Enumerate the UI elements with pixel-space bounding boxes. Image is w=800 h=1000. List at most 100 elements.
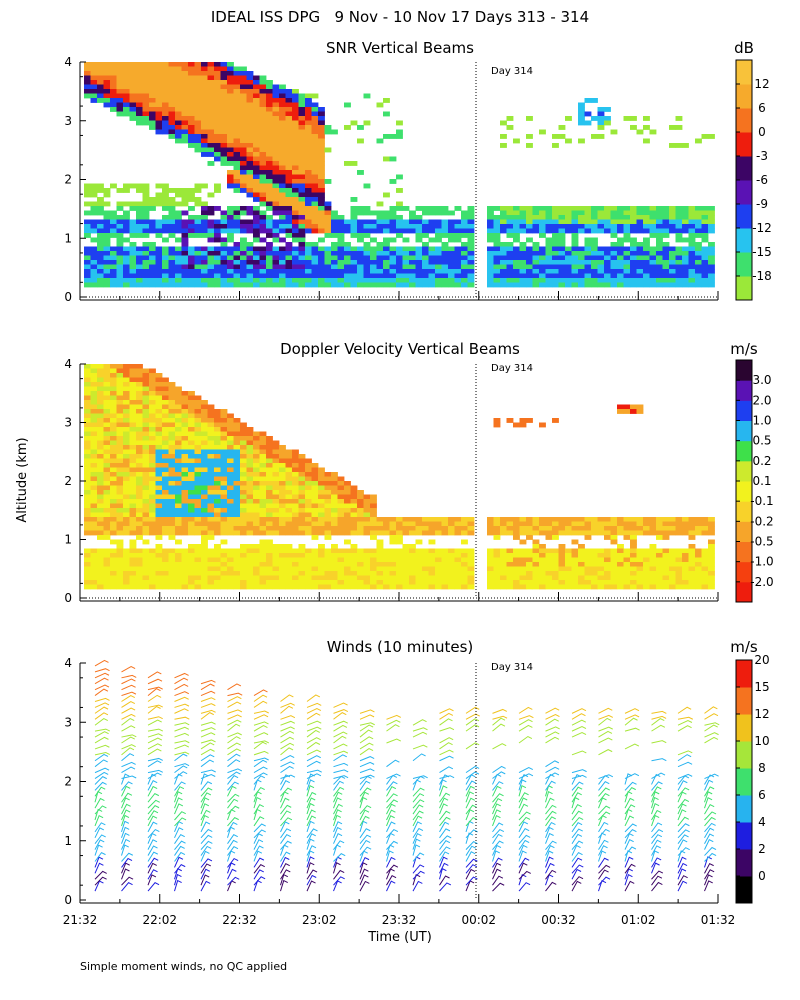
heatmap-cell [240,548,247,554]
heatmap-cell [337,273,345,279]
heatmap-cell [155,454,163,459]
heatmap-cell [253,210,260,216]
heatmap-cell [227,517,234,522]
heatmap-cell [240,129,247,135]
heatmap-cell [591,219,598,225]
heatmap-cell [181,71,189,76]
heatmap-cell [604,575,611,581]
heatmap-cell [311,183,319,189]
heatmap-cell [318,512,325,518]
heatmap-cell [220,129,228,135]
heatmap-cell [389,557,397,563]
heatmap-cell [500,526,507,531]
heatmap-cell [513,138,520,144]
heatmap-cell [311,125,319,130]
heatmap-cell [149,255,156,261]
heatmap-cell [110,215,117,220]
heatmap-cell [279,156,286,162]
heatmap-cell [227,485,234,491]
heatmap-cell [636,562,644,567]
heatmap-cell [396,521,403,527]
heatmap-cell [116,566,124,572]
heatmap-cell [90,454,98,459]
heatmap-cell [110,228,117,234]
colorbar-swatch [736,204,752,229]
heatmap-cell [656,575,663,581]
heatmap-cell [84,84,91,90]
heatmap-cell [318,179,325,184]
heatmap-cell [253,192,260,198]
heatmap-cell [643,562,650,567]
heatmap-cell [194,98,202,103]
heatmap-cell [344,517,351,522]
heatmap-cell [84,557,91,563]
heatmap-cell [201,548,208,554]
heatmap-cell [311,553,319,558]
heatmap-cell [84,418,91,423]
heatmap-cell [214,120,221,126]
heatmap-cell [617,409,624,414]
heatmap-cell [539,553,546,558]
wind-barb [94,815,104,827]
heatmap-cell [129,111,137,117]
heatmap-cell [123,219,130,225]
heatmap-cell [311,165,319,171]
heatmap-cell [142,264,150,270]
heatmap-cell [110,575,117,581]
heatmap-cell [240,188,247,193]
heatmap-cell [428,246,436,252]
heatmap-cell [188,188,195,193]
heatmap-cell [259,526,267,531]
heatmap-cell [207,566,215,572]
wind-barb [94,790,103,803]
heatmap-cell [84,427,91,432]
heatmap-cell [324,125,332,130]
heatmap-cell [110,580,117,585]
heatmap-cell [162,458,169,464]
heatmap-cell [168,521,176,527]
heatmap-cell [357,246,364,252]
heatmap-cell [396,539,403,545]
heatmap-cell [129,233,137,238]
heatmap-cell [630,544,637,549]
heatmap-cell [175,481,182,486]
heatmap-cell [90,436,98,441]
heatmap-cell [285,120,293,126]
heatmap-cell [194,138,202,144]
heatmap-cell [708,246,715,252]
heatmap-cell [149,422,156,428]
heatmap-cell [396,571,403,576]
heatmap-cell [500,557,507,563]
heatmap-cell [279,255,286,261]
heatmap-cell [220,548,228,554]
heatmap-cell [467,580,475,585]
heatmap-cell [246,228,254,234]
heatmap-cell [318,548,325,554]
heatmap-cell [103,584,111,590]
heatmap-cell [162,463,169,468]
heatmap-cell [116,562,124,567]
heatmap-cell [246,282,254,288]
heatmap-cell [363,120,371,126]
heatmap-cell [214,548,221,554]
heatmap-cell [513,215,520,220]
heatmap-cell [246,246,254,252]
heatmap-cell [279,237,286,243]
heatmap-cell [84,526,91,531]
heatmap-cell [513,233,520,238]
heatmap-cell [84,80,91,85]
heatmap-cell [370,494,377,500]
heatmap-cell [662,264,670,270]
heatmap-cell [279,472,286,477]
heatmap-cell [116,553,124,558]
heatmap-cell [110,463,117,468]
heatmap-cell [240,84,247,90]
heatmap-cell [233,557,241,563]
heatmap-cell [493,215,501,220]
heatmap-cell [194,476,202,482]
heatmap-cell [532,255,540,261]
heatmap-cell [363,580,371,585]
wind-barb [147,862,157,874]
heatmap-cell [565,264,572,270]
heatmap-cell [266,485,273,491]
